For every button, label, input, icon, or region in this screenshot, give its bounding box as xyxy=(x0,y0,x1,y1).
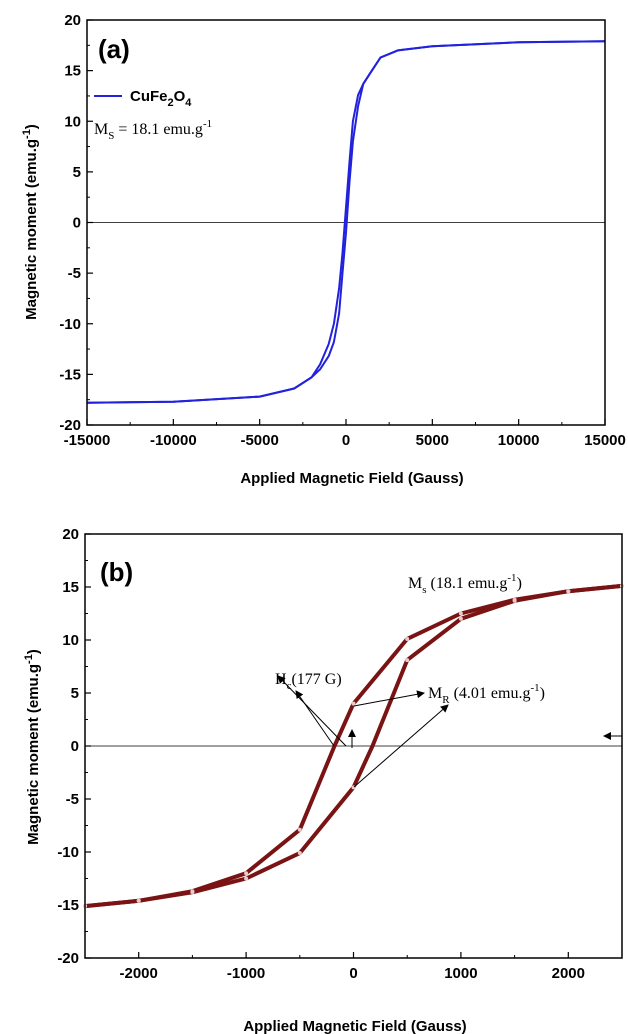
chart-b-data-point xyxy=(351,701,356,706)
chart-b-y-axis-label: Magnetic moment (emu.g-1) xyxy=(23,649,42,845)
chart-a-ytick-label: -5 xyxy=(68,265,81,282)
chart-a-xtick-label: 5000 xyxy=(416,432,449,449)
chart-b-frame xyxy=(84,533,623,959)
chart-b-x-axis-label: Applied Magnetic Field (Gauss) xyxy=(243,1018,466,1034)
chart-b-mr-arrow-1 xyxy=(353,690,425,707)
chart-a-frame xyxy=(86,19,606,426)
chart-b-data-point xyxy=(566,589,571,594)
chart-a-xtick-label: -10000 xyxy=(150,432,197,449)
chart-a-series xyxy=(86,40,606,404)
chart-a-ytick-label: -10 xyxy=(59,316,81,333)
chart-b-data-point xyxy=(136,898,141,903)
chart-a-ytick-label: 0 xyxy=(73,215,81,232)
chart-a-series-line-1 xyxy=(86,40,606,404)
chart-a-xtick-label: 15000 xyxy=(584,432,626,449)
chart-a-legend-label: CuFe2O4 xyxy=(130,88,192,109)
chart-b-data-point xyxy=(458,611,463,616)
chart-b-ytick-label: -20 xyxy=(57,950,79,967)
chart-b-ytick-label: 5 xyxy=(71,685,79,702)
chart-b-ytick-label: 10 xyxy=(62,632,79,649)
chart-b: -20 -15 -10 -5 0 5 10 15 20 -2000 -1000 0 1000 2000 (… xyxy=(23,526,624,1034)
chart-a-tick-labels: -20 -15 -10 -5 0 5 10 15 20 -15000 -10000 -5000 0 500… xyxy=(59,12,626,449)
chart-a-xtick-label: -5000 xyxy=(240,432,278,449)
chart-b-panel-label: (b) xyxy=(100,557,133,587)
chart-b-ytick-label: 15 xyxy=(62,579,79,596)
chart-b-data-point xyxy=(297,827,302,832)
chart-b-ytick-label: -15 xyxy=(57,897,79,914)
chart-b-xtick-label: 0 xyxy=(349,965,357,982)
chart-b-mr-annotation: MR (4.01 emu.g-1) xyxy=(428,682,545,706)
chart-b-data-point xyxy=(190,890,195,895)
chart-a-y-axis-label: Magnetic moment (emu.g-1) xyxy=(21,124,40,320)
chart-b-tick-labels: -20 -15 -10 -5 0 5 10 15 20 -2000 -1000 0 1000 2000 xyxy=(57,526,585,982)
chart-b-series-line-1 xyxy=(84,583,623,909)
chart-a-panel-label: (a) xyxy=(98,34,130,64)
chart-b-xtick-label: -2000 xyxy=(120,965,158,982)
chart-a-ytick-label: 5 xyxy=(73,164,81,181)
chart-b-hc-arrow-1 xyxy=(295,690,335,747)
chart-b-ms-annotation: Ms (18.1 emu.g-1) xyxy=(408,572,522,596)
chart-b-data-point xyxy=(458,616,463,621)
chart-b-data-point xyxy=(405,658,410,663)
chart-a-ytick-label: 15 xyxy=(64,63,81,80)
chart-a-xtick-label: -15000 xyxy=(64,432,111,449)
chart-a-ytick-label: 10 xyxy=(64,113,81,130)
chart-b-hc-annotation: Hc(177 G) xyxy=(275,671,342,692)
chart-b-ytick-label: -5 xyxy=(66,791,79,808)
chart-b-data-point xyxy=(244,871,249,876)
chart-b-xtick-label: 1000 xyxy=(444,965,477,982)
chart-b-data-point xyxy=(297,851,302,856)
chart-a-ytick-label: 20 xyxy=(64,12,81,29)
chart-a-x-axis-label: Applied Magnetic Field (Gauss) xyxy=(240,470,463,487)
chart-a-xtick-label: 10000 xyxy=(498,432,540,449)
chart-b-mr-arrow-2 xyxy=(353,704,449,788)
chart-b-data-point xyxy=(405,636,410,641)
chart-b-ytick-label: -10 xyxy=(57,844,79,861)
chart-b-xtick-label: -1000 xyxy=(227,965,265,982)
chart-a: -20 -15 -10 -5 0 5 10 15 20 -15000 -10000 -5000 0 500… xyxy=(21,12,626,487)
chart-b-xtick-label: 2000 xyxy=(552,965,585,982)
chart-a-xtick-label: 0 xyxy=(342,432,350,449)
chart-b-hc-arrow-2 xyxy=(277,675,347,747)
chart-a-ms-annotation: MS = 18.1 emu.g-1 xyxy=(94,118,212,142)
chart-b-data-point xyxy=(512,598,517,603)
chart-a-ytick-label: -15 xyxy=(59,366,81,383)
chart-b-data-point xyxy=(244,876,249,881)
chart-b-ytick-label: 0 xyxy=(71,738,79,755)
chart-b-series xyxy=(84,583,623,909)
chart-b-ytick-label: 20 xyxy=(62,526,79,543)
chart-a-ytick-label: -20 xyxy=(59,417,81,434)
